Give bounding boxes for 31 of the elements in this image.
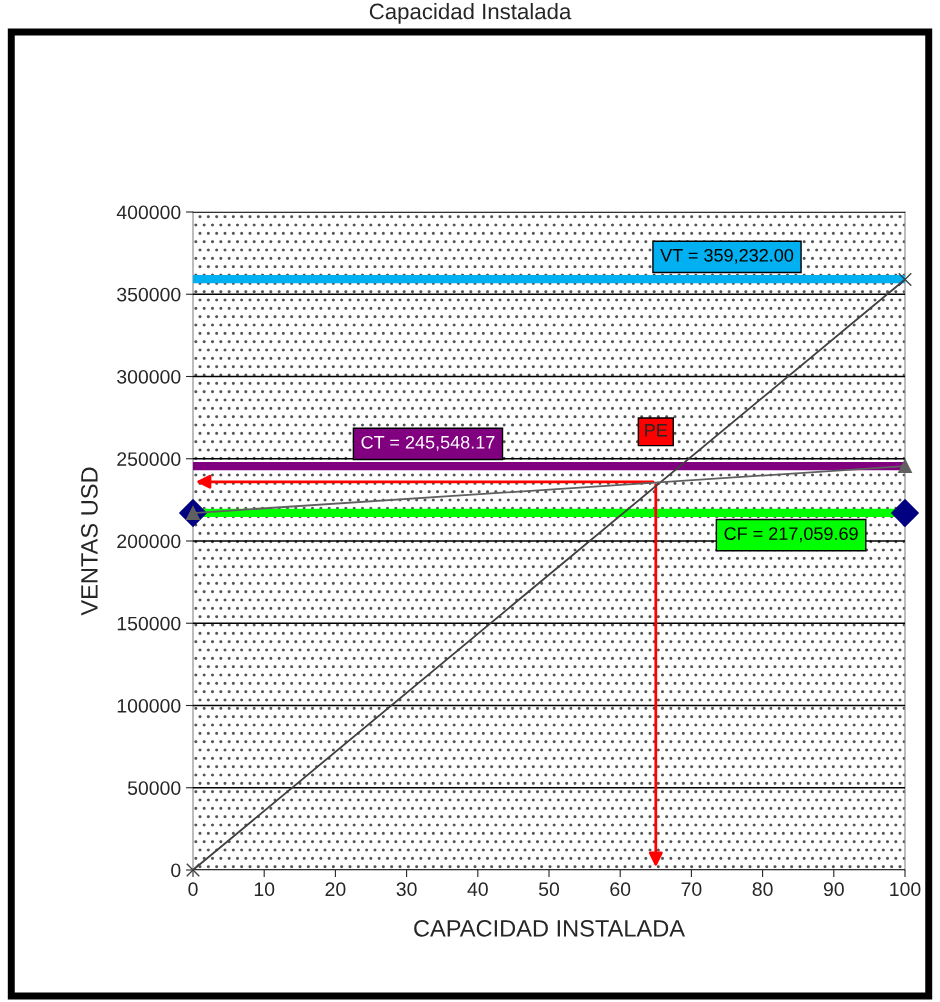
x-tick-label: 40 xyxy=(467,882,488,897)
annotation: PE xyxy=(645,424,668,437)
x-tick-label: 60 xyxy=(610,882,631,897)
point xyxy=(891,499,919,527)
x-tick-label: 100 xyxy=(890,882,921,897)
y-tick-label: 200000 xyxy=(117,534,181,549)
x-tick-label: 20 xyxy=(325,882,346,897)
y-tick-label: 100000 xyxy=(117,698,181,713)
x-tick-label: 80 xyxy=(752,882,773,897)
y-tick-label: 50000 xyxy=(127,781,181,795)
ref-line-label: CT = 245,548.17 xyxy=(361,435,495,451)
ref-line-label: VT = 359,232.00 xyxy=(660,248,794,264)
point xyxy=(898,272,912,287)
y-tick-label: 150000 xyxy=(117,616,181,631)
y-tick-label: 400000 xyxy=(116,205,181,220)
chart-title: Capacidad Instalada xyxy=(369,3,572,24)
y-tick-label: 300000 xyxy=(117,369,181,384)
ref-line-label: CF = 217,059.69 xyxy=(724,527,858,543)
y-axis-title: VENTAS USD xyxy=(81,467,98,616)
x-tick-label: 0 xyxy=(188,882,198,897)
y-tick-label: 250000 xyxy=(117,452,181,466)
x-axis-title: CAPACIDAD INSTALADA xyxy=(414,920,685,937)
x-tick-label: 90 xyxy=(823,882,844,897)
x-tick-label: 30 xyxy=(396,882,417,897)
y-tick-label: 350000 xyxy=(117,287,181,302)
x-tick-label: 70 xyxy=(681,882,702,897)
y-tick-label: 0 xyxy=(171,863,181,878)
point xyxy=(186,863,200,877)
point xyxy=(898,459,912,474)
x-tick-label: 10 xyxy=(254,882,275,897)
x-tick-label: 50 xyxy=(538,882,560,897)
